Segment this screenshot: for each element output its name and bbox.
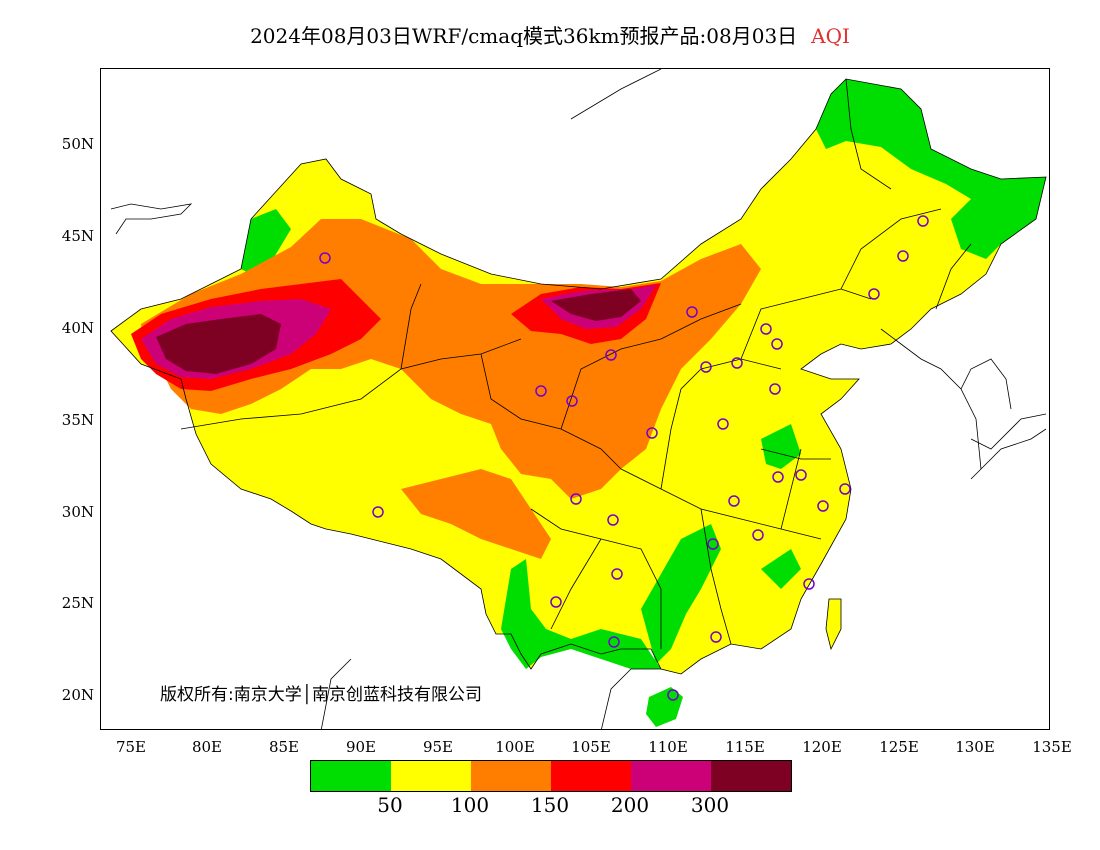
city-marker xyxy=(917,215,929,227)
city-marker xyxy=(817,500,829,512)
city-marker xyxy=(839,483,851,495)
legend-swatch-moderate xyxy=(391,761,471,791)
lon-tick-85e: 85E xyxy=(268,738,300,756)
city-marker xyxy=(769,383,781,395)
lon-tick-110e: 110E xyxy=(648,738,688,756)
lon-tick-125e: 125E xyxy=(879,738,919,756)
city-marker xyxy=(728,495,740,507)
lat-tick-30n: 30N xyxy=(61,503,94,521)
lat-tick-50n: 50N xyxy=(61,135,94,153)
city-markers xyxy=(319,215,929,701)
city-marker xyxy=(372,506,384,518)
city-marker xyxy=(667,689,679,701)
city-marker xyxy=(771,338,783,350)
province-borders xyxy=(110,78,1047,675)
city-marker xyxy=(605,349,617,361)
map-frame xyxy=(100,68,1050,730)
city-marker xyxy=(608,636,620,648)
city-marker xyxy=(570,493,582,505)
legend-swatch-unhealthy-sensitive xyxy=(471,761,551,791)
lon-tick-100e: 100E xyxy=(495,738,535,756)
city-marker xyxy=(710,631,722,643)
region-good-hainan xyxy=(646,687,683,727)
city-marker xyxy=(752,529,764,541)
lon-tick-135e: 135E xyxy=(1032,738,1072,756)
lon-tick-120e: 120E xyxy=(802,738,842,756)
region-good-east xyxy=(761,424,801,589)
city-marker xyxy=(707,538,719,550)
region-hazardous-north xyxy=(551,289,641,321)
city-marker xyxy=(760,323,772,335)
lat-tick-45n: 45N xyxy=(61,227,94,245)
lat-tick-20n: 20N xyxy=(61,686,94,704)
lon-tick-80e: 80E xyxy=(191,738,223,756)
city-marker xyxy=(868,288,880,300)
lon-tick-95e: 95E xyxy=(422,738,454,756)
city-marker xyxy=(795,469,807,481)
lat-tick-35n: 35N xyxy=(61,411,94,429)
city-marker xyxy=(772,471,784,483)
region-good-northeast xyxy=(816,79,1046,259)
city-marker xyxy=(717,418,729,430)
lat-tick-40n: 40N xyxy=(61,319,94,337)
lon-tick-130e: 130E xyxy=(955,738,995,756)
title-text: 2024年08月03日WRF/cmaq模式36km预报产品:08月03日 xyxy=(250,24,798,48)
title-metric: AQI xyxy=(811,24,850,48)
legend-label-300: 300 xyxy=(690,793,730,817)
lon-tick-75e: 75E xyxy=(115,738,147,756)
city-marker xyxy=(607,514,619,526)
legend-label-50: 50 xyxy=(377,793,403,817)
city-marker xyxy=(686,306,698,318)
city-marker xyxy=(897,250,909,262)
city-marker xyxy=(550,596,562,608)
city-marker xyxy=(611,568,623,580)
copyright-notice: 版权所有:南京大学│南京创蓝科技有限公司 xyxy=(160,685,482,705)
city-marker xyxy=(803,578,815,590)
city-marker xyxy=(566,395,578,407)
city-marker xyxy=(646,427,658,439)
legend-label-150: 150 xyxy=(530,793,570,817)
legend-swatch-very-unhealthy xyxy=(631,761,711,791)
region-unhealthy-sensitive-south xyxy=(401,469,551,559)
lon-tick-90e: 90E xyxy=(345,738,377,756)
lat-tick-25n: 25N xyxy=(61,594,94,612)
aqi-legend xyxy=(310,760,792,792)
aqi-map xyxy=(110,69,1047,729)
map-title: 2024年08月03日WRF/cmaq模式36km预报产品:08月03日 AQI xyxy=(0,20,1100,49)
legend-swatch-hazardous xyxy=(711,761,791,791)
coastlines xyxy=(110,69,1047,729)
city-marker xyxy=(731,357,743,369)
region-good-southwest xyxy=(501,559,661,669)
city-marker xyxy=(700,361,712,373)
legend-label-100: 100 xyxy=(450,793,490,817)
legend-swatch-good xyxy=(311,761,391,791)
lon-tick-115e: 115E xyxy=(725,738,765,756)
legend-swatch-unhealthy xyxy=(551,761,631,791)
region-hazardous xyxy=(156,314,281,374)
lon-tick-105e: 105E xyxy=(571,738,611,756)
city-marker xyxy=(319,252,331,264)
legend-label-200: 200 xyxy=(610,793,650,817)
city-marker xyxy=(535,385,547,397)
region-good-west xyxy=(241,209,291,279)
